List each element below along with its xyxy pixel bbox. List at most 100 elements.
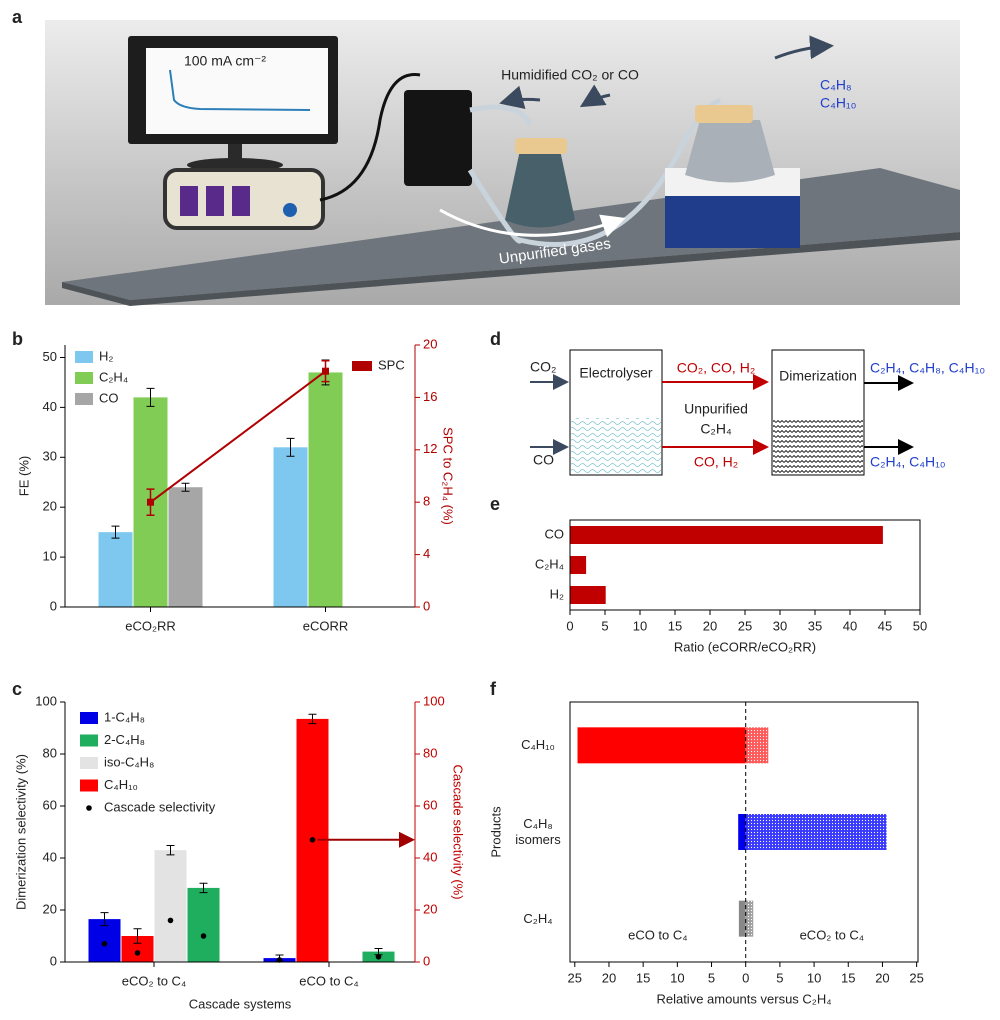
bar	[154, 850, 187, 962]
plot-frame	[569, 519, 921, 611]
y-tick-label: H₂	[550, 586, 564, 601]
y-tick-label: 60	[43, 797, 57, 812]
y-tick-label: C₄H₁₀	[521, 737, 555, 753]
bar	[273, 447, 308, 607]
y2-tick-label: 20	[423, 336, 437, 351]
stopper	[515, 138, 567, 154]
dimerization-label: Dimerization	[779, 368, 857, 384]
legend-swatch	[80, 779, 98, 792]
x-tick-label: 25	[568, 970, 582, 985]
catalyst	[773, 418, 863, 474]
bar	[168, 487, 203, 607]
x-tick-label: 0	[742, 970, 749, 985]
electrolyser-output: CO, H₂	[694, 454, 738, 470]
marker	[147, 498, 154, 506]
legend-swatch	[80, 757, 98, 769]
cascade-point	[276, 957, 283, 963]
bench-edge	[62, 232, 960, 306]
x-axis-label: Ratio (eCORR/eCO₂RR)	[674, 639, 816, 654]
y2-axis-label: Cascade selectivity (%)	[451, 764, 466, 899]
legend-label: CO	[99, 390, 119, 405]
error-bar	[308, 713, 317, 725]
arrow	[439, 208, 626, 238]
y-tick-label: CO	[545, 526, 565, 541]
bar	[570, 526, 883, 544]
arrow	[774, 35, 834, 60]
product: C₄H₁₀	[820, 95, 857, 111]
bar	[98, 532, 133, 607]
legend-marker	[86, 805, 92, 811]
cascade-point	[167, 917, 174, 924]
bar	[738, 814, 746, 850]
knob	[180, 186, 198, 216]
y-tick-label: 30	[43, 449, 57, 464]
x-tick-label: 10	[670, 970, 684, 985]
y-tick-label: 0	[50, 953, 57, 968]
electrolyser-output: CO₂, CO, H₂	[677, 360, 756, 376]
bar	[308, 372, 343, 607]
series-label: eCO₂ to C₄	[800, 927, 865, 942]
cable	[319, 73, 421, 202]
y-tick-label: 40	[43, 399, 57, 414]
y2-tick-label: 60	[423, 797, 437, 812]
legend-swatch	[80, 712, 98, 724]
x-tick-label: eCO₂RR	[125, 618, 176, 633]
intermediate: Unpurified	[684, 401, 748, 417]
x-tick-label: 15	[636, 970, 650, 985]
intermediate: C₂H₄	[700, 421, 732, 437]
x-tick-label: 15	[668, 618, 682, 633]
error-bar	[133, 928, 142, 944]
cascade-point	[134, 950, 141, 956]
y-tick-label: C₂H₄	[523, 910, 553, 926]
monitor-screen	[146, 48, 328, 134]
legend-label: 2-C₄H₈	[104, 732, 145, 747]
y-axis-label: Products	[488, 806, 503, 858]
y2-tick-label: 40	[423, 849, 437, 864]
y-axis-label: FE (%)	[16, 456, 31, 496]
y-tick-label: 0	[50, 598, 57, 613]
gas-input: Humidified CO₂ or CO	[501, 67, 639, 83]
x-tick-label: 25	[738, 618, 752, 633]
bar	[88, 919, 121, 962]
x-axis-label: Cascade systems	[189, 996, 292, 1011]
arrow	[579, 84, 611, 108]
y2-tick-label: 100	[423, 693, 445, 708]
x-tick-label: 5	[601, 618, 608, 633]
legend-label: C₄H₁₀	[104, 777, 138, 792]
flask	[685, 120, 775, 183]
error-bar	[286, 437, 295, 457]
legend-swatch	[75, 372, 93, 384]
y2-tick-label: 16	[423, 389, 437, 404]
electrolyser-cell	[404, 90, 472, 186]
x-tick-label: 45	[878, 618, 892, 633]
legend-swatch	[352, 361, 372, 371]
legend-label: iso-C₄H₈	[104, 754, 154, 769]
x-tick-label: eCORR	[303, 618, 349, 633]
legend-swatch	[75, 393, 93, 405]
error-bar	[146, 387, 155, 407]
current-density: 100 mA cm⁻²	[184, 53, 266, 69]
y2-tick-label: 0	[423, 953, 430, 968]
current-trace	[169, 69, 311, 111]
line	[149, 370, 327, 504]
legend-label: Cascade selectivity	[104, 799, 216, 814]
input: CO	[533, 452, 554, 468]
legend-swatch	[80, 734, 98, 747]
error-bar	[166, 845, 175, 856]
plot-frame	[569, 701, 919, 963]
product: C₄H₈	[820, 77, 852, 93]
x-tick-label: 25	[909, 970, 923, 985]
panel-label: a	[12, 7, 23, 27]
y-tick-label: 40	[43, 849, 57, 864]
bar	[187, 887, 220, 962]
cascade-point	[101, 941, 108, 947]
hotplate	[665, 196, 800, 248]
arrow	[499, 85, 541, 109]
y2-tick-label: 80	[423, 745, 437, 760]
error-bar	[199, 882, 208, 894]
marker	[322, 367, 329, 375]
bar	[745, 727, 769, 764]
knob	[206, 186, 224, 216]
product: C₂H₄, C₄H₈, C₄H₁₀	[870, 360, 985, 376]
x-tick-label: eCO to C₄	[299, 973, 359, 988]
